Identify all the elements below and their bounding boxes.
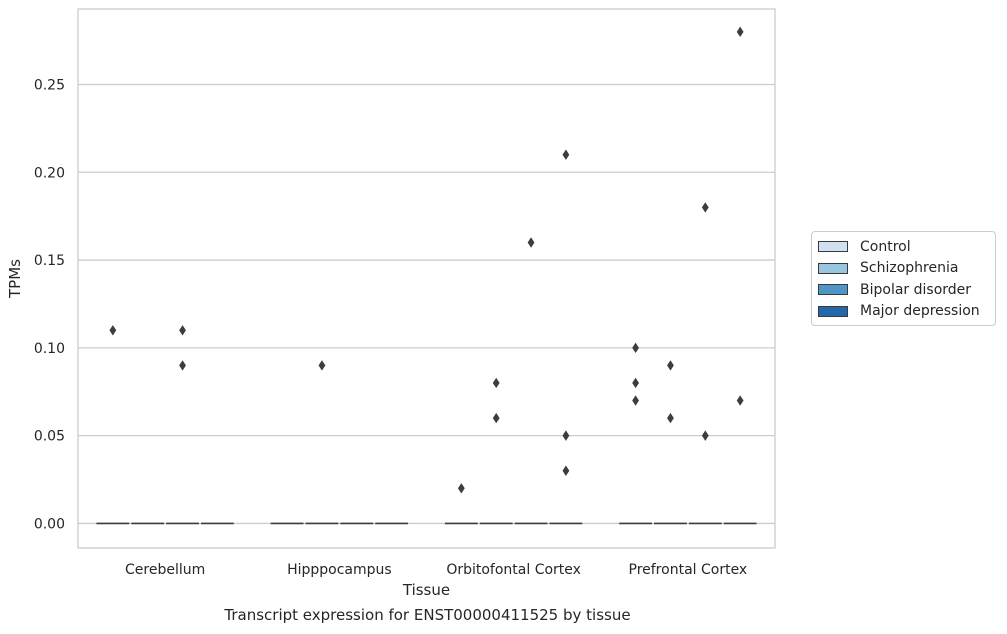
outlier-point: [179, 325, 186, 336]
outlier-point: [318, 360, 326, 371]
y-axis-label: TPMs: [6, 259, 24, 299]
outlier-point: [736, 26, 744, 38]
outlier-point: [632, 342, 639, 354]
legend-item-major-depression: Major depression: [818, 301, 989, 323]
outlier-point: [562, 149, 570, 160]
outlier-point: [457, 483, 465, 494]
legend-swatch: [818, 262, 848, 274]
x-tick-label: Prefrontal Cortex: [629, 562, 748, 578]
x-tick-label: Cerebellum: [125, 562, 205, 578]
outlier-point: [109, 325, 117, 336]
outlier-point: [527, 237, 535, 248]
legend-item-control: Control: [818, 236, 989, 258]
outlier-point: [632, 395, 639, 406]
legend-label: Major depression: [860, 303, 980, 320]
y-tick-label: 0.15: [34, 253, 65, 269]
legend-label: Bipolar disorder: [860, 281, 972, 298]
outlier-point: [701, 202, 709, 213]
legend-item-bipolar-disorder: Bipolar disorder: [818, 279, 989, 301]
legend-item-schizophrenia: Schizophrenia: [818, 258, 989, 280]
outlier-point: [667, 412, 674, 424]
outlier-point: [492, 412, 500, 424]
outlier-point: [562, 430, 570, 441]
x-tick-label: Orbitofontal Cortex: [446, 562, 581, 578]
outlier-point: [179, 360, 186, 371]
x-axis-label: Tissue: [402, 581, 450, 599]
legend-label: Schizophrenia: [860, 260, 959, 277]
plot-frame: [77, 8, 776, 549]
y-tick-label: 0.20: [34, 165, 65, 181]
legend-label: Control: [860, 238, 911, 255]
x-tick-label: Hipppocampus: [287, 562, 392, 578]
legend: Control Schizophrenia Bipolar disorder M…: [811, 231, 996, 326]
x-axis-ticks: Cerebellum Hipppocampus Orbitofontal Corte…: [125, 562, 747, 578]
outlier-point: [492, 377, 500, 389]
outlier-point: [736, 395, 744, 406]
gridlines: [78, 83, 775, 525]
y-tick-label: 0.25: [34, 77, 65, 93]
outlier-point: [667, 360, 674, 371]
outlier-point: [632, 377, 639, 389]
y-tick-label: 0.00: [34, 516, 65, 532]
chart-marks: [96, 26, 757, 525]
legend-swatch: [818, 284, 848, 296]
y-axis-ticks: 0.00 0.05 0.10 0.15 0.20 0.25: [34, 77, 65, 532]
chart-caption: Transcript expression for ENST0000041152…: [224, 606, 631, 624]
y-tick-label: 0.05: [34, 429, 65, 445]
legend-swatch: [818, 305, 848, 317]
outlier-point: [701, 430, 709, 441]
legend-swatch: [818, 241, 848, 253]
y-tick-label: 0.10: [34, 341, 65, 357]
outlier-point: [562, 465, 570, 476]
